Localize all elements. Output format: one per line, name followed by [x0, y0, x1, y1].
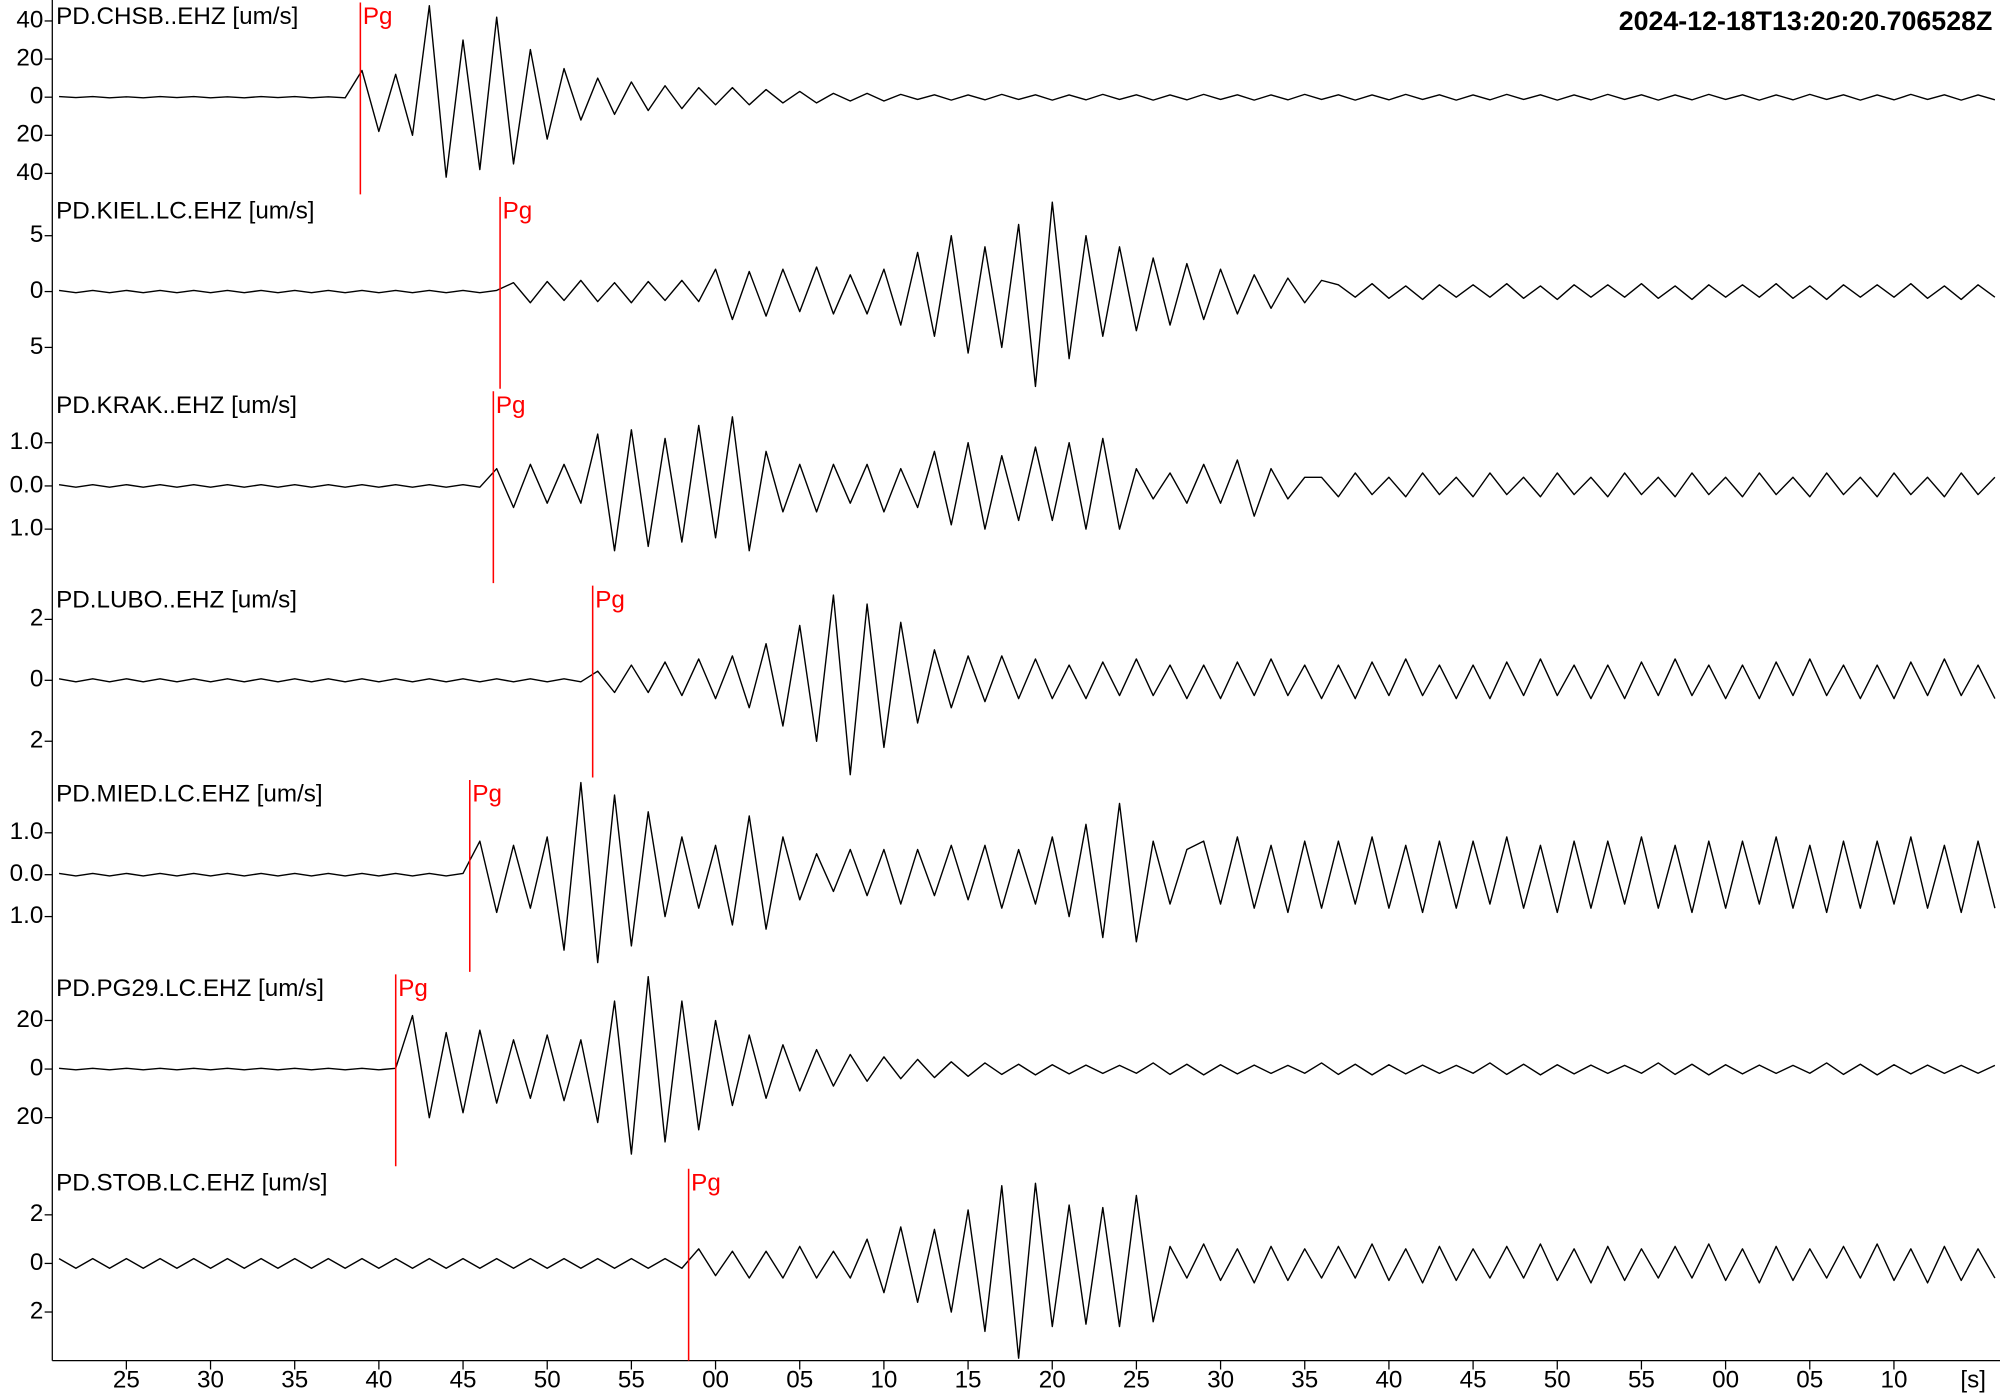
x-axis-label: [s]	[1960, 1366, 1986, 1393]
waveform	[58, 594, 1996, 776]
waveform	[58, 781, 1996, 964]
x-tick-label: 35	[281, 1366, 308, 1393]
x-tick-label: 05	[786, 1366, 813, 1393]
y-tick-label: 40	[16, 159, 43, 186]
x-tick-label: 55	[1628, 1366, 1655, 1393]
trace-label: PD.CHSB..EHZ [um/s]	[56, 3, 298, 30]
x-tick-label: 05	[1796, 1366, 1823, 1393]
y-tick-label: 1.0	[10, 902, 44, 929]
x-tick-label: 15	[955, 1366, 982, 1393]
x-tick-label: 25	[1123, 1366, 1150, 1393]
y-tick-label: 20	[16, 44, 43, 71]
x-tick-label: 50	[534, 1366, 561, 1393]
x-tick-label: 50	[1544, 1366, 1571, 1393]
waveform	[58, 416, 1996, 552]
x-tick-label: 25	[113, 1366, 140, 1393]
y-tick-label: 5	[30, 333, 43, 360]
x-tick-label: 35	[1291, 1366, 1318, 1393]
y-tick-label: 0	[30, 277, 43, 304]
waveform	[59, 5, 1996, 178]
waveform	[58, 1182, 1996, 1359]
x-tick-label: 00	[702, 1366, 729, 1393]
x-tick-label: 40	[1375, 1366, 1402, 1393]
y-tick-label: 2	[30, 1200, 43, 1227]
x-tick-label: 45	[450, 1366, 477, 1393]
x-tick-label: 45	[1460, 1366, 1487, 1393]
y-tick-label: 2	[30, 605, 43, 632]
y-tick-label: 1.0	[10, 515, 44, 542]
waveform	[58, 201, 1996, 388]
y-tick-label: 0	[30, 1249, 43, 1276]
y-tick-label: 0.0	[10, 471, 44, 498]
y-tick-label: 0	[30, 666, 43, 693]
y-tick-label: 2	[30, 727, 43, 754]
trace-label: PD.PG29.LC.EHZ [um/s]	[56, 975, 324, 1002]
trace-label: PD.STOB.LC.EHZ [um/s]	[56, 1169, 327, 1196]
pick-label: Pg	[363, 3, 393, 30]
y-tick-label: 0.0	[10, 860, 44, 887]
pick-label: Pg	[472, 781, 502, 808]
y-tick-label: 1.0	[10, 428, 44, 455]
y-tick-label: 2	[30, 1297, 43, 1324]
trace-label: PD.KIEL.LC.EHZ [um/s]	[56, 198, 314, 225]
x-tick-label: 20	[1039, 1366, 1066, 1393]
x-tick-label: 55	[618, 1366, 645, 1393]
trace-label: PD.KRAK..EHZ [um/s]	[56, 392, 297, 419]
pick-label: Pg	[398, 975, 428, 1002]
pick-label: Pg	[503, 198, 533, 225]
y-tick-label: 0	[30, 83, 43, 110]
x-tick-label: 30	[197, 1366, 224, 1393]
pick-label: Pg	[595, 586, 625, 613]
x-tick-label: 10	[870, 1366, 897, 1393]
pick-label: Pg	[496, 392, 526, 419]
y-tick-label: 0	[30, 1054, 43, 1081]
timestamp: 2024-12-18T13:20:20.706528Z	[1619, 6, 1993, 36]
x-tick-label: 00	[1712, 1366, 1739, 1393]
x-tick-label: 10	[1880, 1366, 1907, 1393]
x-tick-label: 30	[1207, 1366, 1234, 1393]
x-tick-label: 40	[365, 1366, 392, 1393]
y-tick-label: 20	[16, 1006, 43, 1033]
pick-label: Pg	[691, 1169, 721, 1196]
y-tick-label: 5	[30, 221, 43, 248]
y-tick-label: 40	[16, 6, 43, 33]
y-tick-label: 1.0	[10, 818, 44, 845]
y-tick-label: 20	[16, 1103, 43, 1130]
waveform	[58, 975, 1996, 1155]
y-tick-label: 20	[16, 121, 43, 148]
trace-label: PD.MIED.LC.EHZ [um/s]	[56, 781, 322, 808]
trace-label: PD.LUBO..EHZ [um/s]	[56, 586, 297, 613]
